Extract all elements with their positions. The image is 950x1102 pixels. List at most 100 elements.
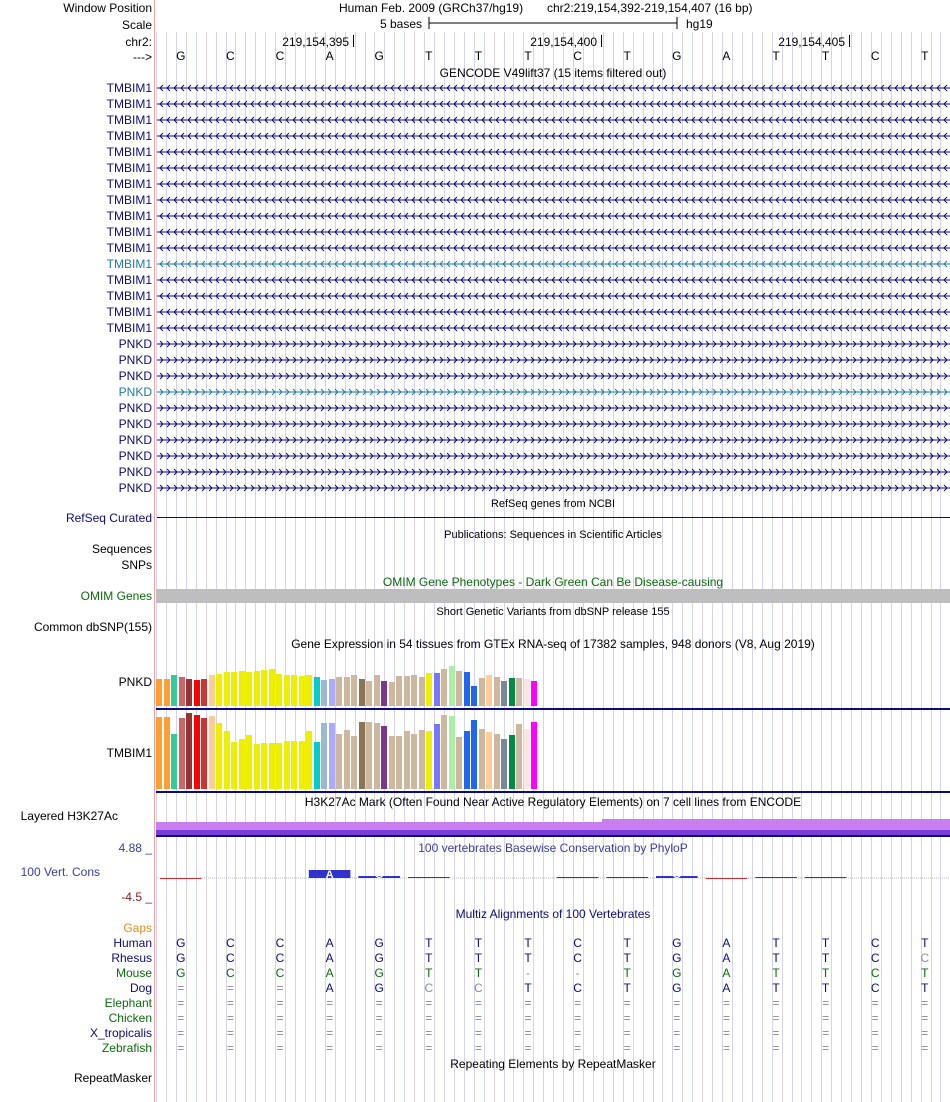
gtex-bar[interactable]: [193, 680, 200, 706]
gtex-bar[interactable]: [388, 736, 395, 789]
gtex-bar[interactable]: [403, 731, 410, 789]
gtex-bar[interactable]: [336, 677, 342, 706]
gencode-row-label[interactable]: TMBIM1: [106, 305, 152, 319]
gencode-row-label[interactable]: PNKD: [118, 465, 152, 479]
gencode-row-label[interactable]: TMBIM1: [106, 113, 152, 127]
gtex-bar[interactable]: [418, 677, 425, 706]
gtex-bar[interactable]: [261, 670, 267, 706]
gtex-bar[interactable]: [396, 736, 402, 789]
gtex-bar[interactable]: [493, 734, 500, 789]
gencode-row-label[interactable]: PNKD: [118, 385, 152, 399]
gtex-bar[interactable]: [186, 713, 192, 789]
gtex-bar[interactable]: [216, 674, 222, 706]
gencode-transcript[interactable]: [156, 178, 950, 190]
refseq-gene-line[interactable]: [157, 517, 950, 518]
gtex-bar[interactable]: [283, 675, 290, 706]
gtex-bar[interactable]: [208, 675, 215, 706]
gencode-transcript[interactable]: [156, 370, 950, 382]
gencode-transcript[interactable]: [156, 354, 950, 366]
gtex-bar[interactable]: [418, 730, 425, 789]
gtex-bar[interactable]: [171, 734, 177, 789]
gencode-transcript[interactable]: [156, 322, 950, 334]
gencode-transcript[interactable]: [156, 434, 950, 446]
gencode-transcript[interactable]: [156, 210, 950, 222]
gencode-transcript[interactable]: [156, 130, 950, 142]
gencode-transcript[interactable]: [156, 338, 950, 350]
gtex-bar[interactable]: [313, 677, 320, 706]
gtex-bar[interactable]: [246, 735, 252, 789]
gtex-bar[interactable]: [373, 723, 380, 789]
gtex-bar[interactable]: [501, 681, 507, 706]
gtex-bar[interactable]: [351, 675, 357, 706]
gtex-bar[interactable]: [396, 676, 402, 706]
gtex-gene-label[interactable]: TMBIM1: [106, 746, 152, 760]
gtex-bar[interactable]: [163, 679, 170, 706]
gencode-row-label[interactable]: TMBIM1: [106, 97, 152, 111]
gencode-row-label[interactable]: PNKD: [118, 369, 152, 383]
gtex-bar[interactable]: [291, 675, 297, 706]
h3k27ac-signal-left[interactable]: [156, 822, 602, 830]
gtex-bar[interactable]: [478, 729, 485, 789]
gtex-bar[interactable]: [268, 743, 275, 789]
gtex-bar[interactable]: [426, 673, 432, 706]
species-label[interactable]: Human: [113, 936, 152, 950]
gtex-bar[interactable]: [343, 730, 350, 789]
gtex-bar[interactable]: [373, 675, 380, 706]
gtex-bar[interactable]: [313, 742, 320, 789]
gtex-bar[interactable]: [291, 741, 297, 789]
species-label[interactable]: Zebrafish: [101, 1041, 152, 1055]
gtex-bar[interactable]: [501, 739, 507, 789]
gencode-row-label[interactable]: TMBIM1: [106, 321, 152, 335]
gtex-bar[interactable]: [426, 731, 432, 789]
gencode-transcript[interactable]: [156, 258, 950, 270]
gtex-bar[interactable]: [171, 675, 177, 706]
gencode-transcript[interactable]: [156, 114, 950, 126]
gtex-bar[interactable]: [163, 717, 170, 789]
gtex-bar[interactable]: [441, 715, 447, 789]
gencode-row-label[interactable]: TMBIM1: [106, 241, 152, 255]
gtex-bar[interactable]: [238, 671, 245, 706]
gencode-transcript[interactable]: [156, 98, 950, 110]
gtex-bar[interactable]: [366, 681, 372, 706]
gencode-transcript[interactable]: [156, 386, 950, 398]
gtex-bar[interactable]: [208, 716, 215, 789]
gtex-bar[interactable]: [486, 675, 492, 706]
gtex-bar[interactable]: [508, 735, 515, 789]
gtex-bar[interactable]: [343, 677, 350, 706]
gtex-bar[interactable]: [463, 731, 470, 789]
gtex-bar[interactable]: [306, 675, 312, 706]
gtex-bar[interactable]: [516, 678, 522, 706]
gtex-bar[interactable]: [231, 672, 237, 706]
gtex-bar[interactable]: [336, 734, 342, 789]
species-label[interactable]: Chicken: [108, 1011, 152, 1025]
gencode-row-label[interactable]: TMBIM1: [106, 145, 152, 159]
h3k27ac-signal-right[interactable]: [602, 819, 950, 830]
gencode-transcript[interactable]: [156, 450, 950, 462]
gtex-bar[interactable]: [441, 669, 447, 706]
gencode-transcript[interactable]: [156, 402, 950, 414]
gencode-transcript[interactable]: [156, 274, 950, 286]
gtex-bar[interactable]: [283, 741, 290, 789]
gencode-transcript[interactable]: [156, 146, 950, 158]
gtex-bar[interactable]: [381, 681, 387, 706]
gencode-transcript[interactable]: [156, 242, 950, 254]
gencode-transcript[interactable]: [156, 306, 950, 318]
gtex-bar[interactable]: [456, 737, 462, 789]
gtex-bar[interactable]: [276, 743, 282, 789]
gencode-transcript[interactable]: [156, 466, 950, 478]
gtex-bar[interactable]: [456, 671, 462, 706]
gencode-row-label[interactable]: PNKD: [118, 353, 152, 367]
refseq-label[interactable]: RefSeq Curated: [65, 511, 152, 525]
gtex-bar[interactable]: [403, 676, 410, 706]
gtex-bar[interactable]: [328, 679, 335, 706]
gtex-bar[interactable]: [351, 736, 357, 789]
gtex-bar[interactable]: [298, 676, 305, 706]
gtex-bar[interactable]: [388, 682, 395, 706]
gencode-transcript[interactable]: [156, 194, 950, 206]
gtex-bar[interactable]: [358, 722, 365, 789]
species-label[interactable]: Rhesus: [111, 951, 152, 965]
gtex-bar[interactable]: [223, 731, 230, 789]
gencode-transcript[interactable]: [156, 418, 950, 430]
gtex-bar[interactable]: [448, 666, 455, 706]
gtex-bar[interactable]: [156, 679, 162, 706]
